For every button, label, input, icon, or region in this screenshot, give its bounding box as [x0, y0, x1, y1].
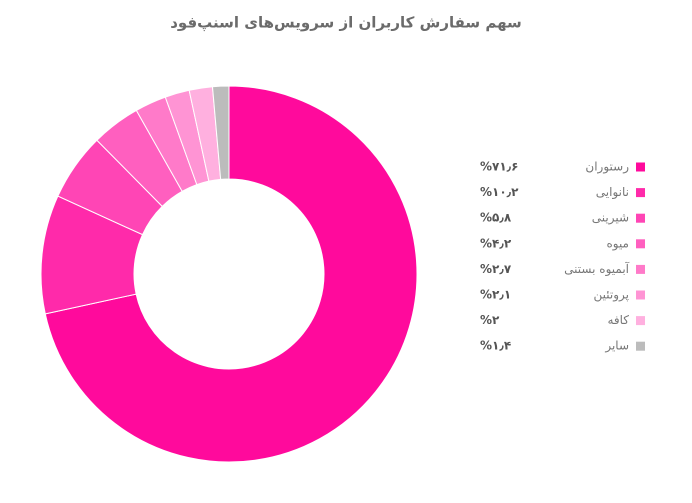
- legend-value: %۴٫۲: [480, 236, 512, 250]
- legend-value: %۱۰٫۲: [480, 185, 519, 199]
- slice: [44, 85, 418, 463]
- legend-swatch: [636, 264, 645, 274]
- legend-swatch: [636, 290, 645, 300]
- legend-swatch: [636, 213, 645, 223]
- legend-value: %۲٫۱: [480, 288, 511, 302]
- legend-swatch: [636, 239, 645, 249]
- legend-label: پروتئین: [594, 288, 629, 303]
- chart-title: سهم سفارش کاربران از سرویس‌های اسنپ‌فود: [170, 14, 522, 32]
- legend-swatch: [636, 341, 645, 351]
- legend-swatch: [636, 188, 645, 198]
- legend-label: آبمیوه بستنی: [564, 261, 629, 277]
- legend-swatch: [636, 162, 645, 172]
- legend-value: %۵٫۸: [480, 211, 512, 225]
- legend-label: شیرینی: [592, 211, 629, 226]
- legend-label: میوه: [606, 236, 629, 251]
- legend-value: %۱٫۴: [480, 339, 511, 353]
- legend-label: نانوایی: [596, 185, 629, 200]
- legend-label: کافه: [607, 313, 629, 327]
- legend-label: رستوران: [585, 160, 629, 175]
- legend-value: %۲٫۷: [480, 262, 512, 276]
- legend-label: سایر: [604, 339, 629, 354]
- legend-value: %۲: [480, 313, 500, 327]
- legend-swatch: [636, 316, 645, 326]
- slice: [211, 85, 230, 180]
- legend-value: %۷۱٫۶: [480, 160, 518, 174]
